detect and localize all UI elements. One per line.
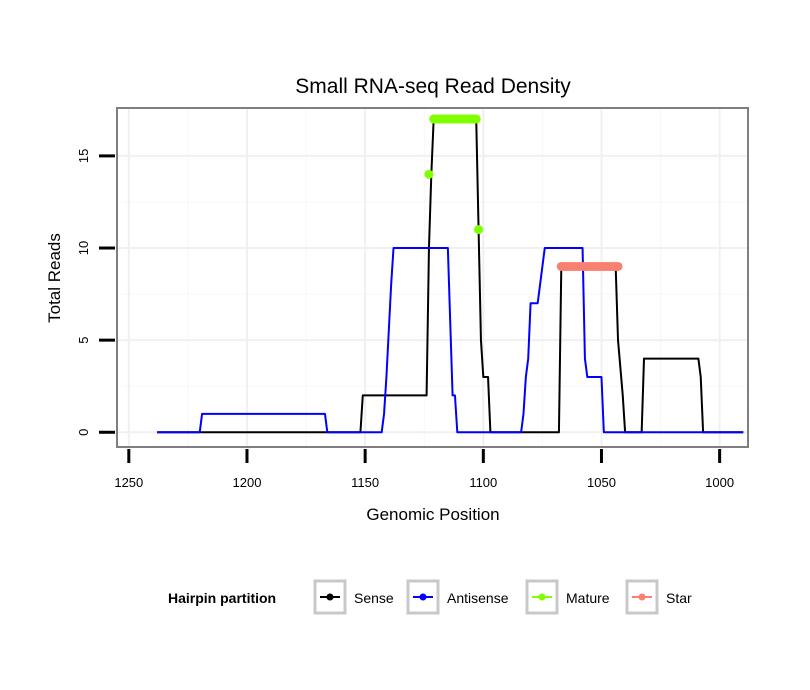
y-axis-title: Total Reads (45, 233, 64, 323)
point-mature (471, 114, 481, 124)
x-tick-label: 1200 (233, 475, 262, 490)
y-tick-label: 15 (76, 149, 91, 163)
legend: Hairpin partition Sense Antisense Mature St… (168, 579, 692, 615)
series-line-antisense (157, 247, 744, 434)
y-axis: 0 5 10 15 (76, 149, 115, 436)
x-axis: 1250 1200 1150 1100 1050 1000 (114, 449, 734, 490)
x-axis-title: Genomic Position (366, 505, 499, 524)
legend-entries: Sense Antisense Mature Star (313, 579, 692, 615)
legend-label-sense: Sense (354, 590, 394, 606)
x-tick-label: 1250 (114, 475, 143, 490)
legend-label-mature: Mature (566, 590, 610, 606)
legend-dot-antisense (419, 593, 427, 601)
grid (117, 108, 748, 447)
plot-border (116, 107, 749, 448)
x-tick-label: 1100 (469, 475, 497, 490)
legend-dot-star (638, 593, 646, 601)
y-tick-label: 10 (76, 241, 91, 255)
chart-title: Small RNA-seq Read Density (295, 75, 571, 98)
legend-title: Hairpin partition (168, 590, 276, 606)
legend-dot-sense (326, 593, 334, 601)
point-star (613, 261, 623, 271)
legend-label-antisense: Antisense (447, 590, 509, 606)
plot-area (116, 107, 749, 448)
y-tick-label: 5 (76, 337, 91, 344)
point-mature (474, 225, 484, 235)
legend-dot-mature (538, 593, 546, 601)
series-layer (157, 114, 744, 434)
legend-label-star: Star (666, 590, 692, 606)
x-tick-label: 1000 (705, 475, 734, 490)
point-mature (424, 169, 434, 179)
y-tick-label: 0 (76, 429, 91, 436)
x-tick-label: 1150 (351, 475, 379, 490)
x-tick-label: 1050 (587, 475, 616, 490)
